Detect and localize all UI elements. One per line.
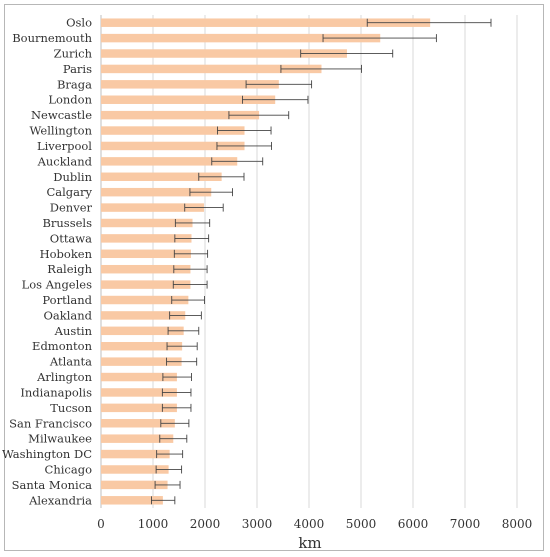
bar	[101, 357, 182, 366]
y-tick-label: Braga	[57, 77, 92, 91]
bar	[101, 449, 170, 459]
bar	[101, 64, 322, 74]
bar	[101, 18, 431, 27]
x-tick-labels: 0 1000 2000 3000 4000 5000 6000 7000 8000	[97, 517, 532, 531]
y-tick-label: Oakland	[43, 308, 92, 322]
error-bars	[150, 18, 492, 505]
y-tick-label: Auckland	[37, 154, 93, 168]
x-tick-label: 2000	[190, 517, 221, 531]
y-tick-label: Indianapolis	[20, 385, 92, 399]
y-tick-label: Portland	[42, 293, 92, 307]
y-tick-label: Liverpool	[37, 139, 92, 153]
y-tick-label: Milwaukee	[28, 432, 92, 446]
x-tick-label: 7000	[450, 517, 481, 531]
bar	[101, 80, 279, 89]
x-tick-label: 6000	[398, 517, 429, 531]
y-tick-label: Hoboken	[40, 247, 93, 261]
y-tick-label: Bournemouth	[12, 31, 92, 45]
bar	[101, 157, 238, 166]
y-tick-label: Edmonton	[32, 339, 93, 353]
y-tick-label: Tucson	[50, 401, 92, 415]
bar	[101, 434, 174, 443]
bars	[101, 18, 431, 505]
x-tick-label: 5000	[346, 517, 377, 531]
y-tick-label: London	[48, 93, 92, 107]
bar	[101, 280, 191, 289]
x-tick-label: 3000	[242, 517, 273, 531]
y-tick-label: Paris	[63, 62, 92, 76]
bar	[101, 141, 245, 151]
bar	[101, 419, 175, 428]
y-tick-label: Chicago	[45, 462, 93, 476]
bar	[101, 465, 169, 474]
y-tick-label: Alexandria	[28, 493, 92, 507]
y-tick-label: Dublin	[53, 170, 92, 184]
bar	[101, 264, 191, 274]
y-tick-label: Brussels	[42, 216, 92, 230]
bar	[101, 496, 163, 505]
y-tick-label: Oslo	[66, 16, 92, 30]
y-tick-label: Denver	[50, 201, 93, 215]
y-tick-label: Washington DC	[2, 447, 92, 461]
bar	[101, 126, 245, 135]
x-tick-label: 0	[97, 517, 105, 531]
bar	[101, 33, 381, 43]
y-tick-label: Calgary	[46, 185, 92, 199]
bar	[101, 372, 177, 382]
y-tick-label: Arlington	[36, 370, 92, 384]
bar	[101, 172, 222, 182]
x-axis-title: km	[298, 534, 321, 552]
y-tick-label: Austin	[54, 324, 93, 338]
bar	[101, 110, 260, 120]
chart-frame	[4, 4, 544, 551]
bar	[101, 311, 186, 320]
x-tick-label: 1000	[138, 517, 169, 531]
y-tick-label: Zurich	[54, 47, 93, 61]
gridlines	[100, 15, 518, 508]
y-tick-label: Newcastle	[31, 108, 92, 122]
bar	[101, 480, 168, 490]
y-tick-label: San Francisco	[9, 416, 92, 430]
bar	[101, 49, 347, 58]
y-tick-label: Wellington	[30, 124, 93, 138]
y-tick-label: Santa Monica	[12, 478, 92, 492]
x-tick-label: 8000	[502, 517, 533, 531]
bar	[101, 234, 192, 243]
bar	[101, 388, 177, 397]
bar	[101, 341, 183, 351]
bar	[101, 203, 204, 212]
bar	[101, 403, 177, 413]
bar	[101, 218, 193, 228]
y-tick-label: Ottawa	[50, 231, 92, 245]
x-tick-label: 4000	[294, 517, 325, 531]
y-tick-label: Atlanta	[49, 355, 92, 369]
bar	[101, 95, 276, 104]
bar	[101, 295, 189, 305]
y-tick-label: Los Angeles	[22, 278, 92, 292]
y-tick-label: Raleigh	[47, 262, 92, 276]
bar	[101, 187, 212, 197]
bar	[101, 249, 191, 259]
bar	[101, 326, 184, 336]
